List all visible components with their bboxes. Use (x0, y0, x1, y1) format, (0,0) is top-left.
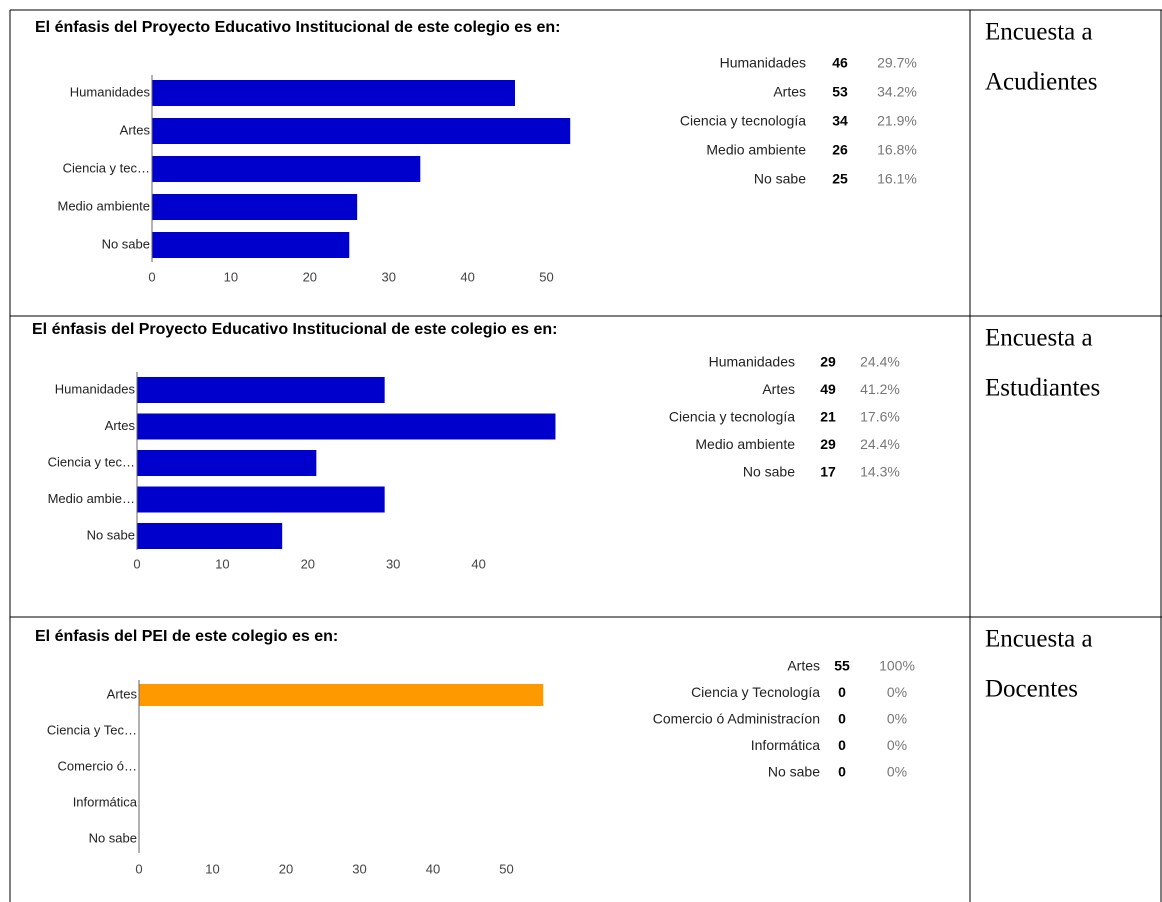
legend-share: 24.4% (860, 354, 900, 370)
legend-share: 0% (887, 711, 907, 727)
bar (152, 118, 571, 144)
legend-count: 49 (820, 381, 836, 397)
y-tick-label: Artes (120, 122, 151, 137)
legend-name: Humanidades (709, 354, 795, 370)
legend-count: 29 (820, 354, 836, 370)
legend-share: 16.8% (877, 142, 917, 158)
legend-count: 0 (838, 737, 846, 753)
y-tick-label: No sabe (87, 527, 135, 542)
x-tick-label: 40 (471, 556, 485, 571)
bar (152, 80, 515, 106)
legend-name: Medio ambiente (695, 436, 795, 452)
legend-count: 25 (832, 171, 848, 187)
row-label: Encuesta a (985, 626, 1093, 653)
bar (137, 523, 283, 549)
legend-share: 0% (887, 764, 907, 780)
y-tick-label: Ciencia y Tec… (47, 722, 137, 737)
row-label: Acudientes (985, 69, 1097, 96)
x-tick-label: 0 (133, 556, 140, 571)
x-tick-label: 30 (381, 269, 395, 284)
legend-count: 21 (820, 409, 836, 425)
bar (137, 486, 385, 513)
legend-share: 16.1% (877, 171, 917, 187)
x-tick-label: 0 (148, 269, 155, 284)
y-tick-label: No sabe (102, 236, 150, 251)
y-tick-label: Ciencia y tec… (63, 160, 150, 175)
legend-name: Ciencia y Tecnología (691, 684, 820, 700)
legend-share: 17.6% (860, 409, 900, 425)
legend-name: Ciencia y tecnología (680, 113, 806, 129)
bar (152, 194, 358, 220)
legend-share: 100% (879, 658, 915, 674)
legend-name: Artes (787, 658, 820, 674)
x-tick-label: 10 (224, 269, 238, 284)
legend-name: Ciencia y tecnología (669, 409, 795, 425)
x-tick-label: 30 (386, 556, 400, 571)
legend-name: Medio ambiente (706, 142, 806, 158)
y-tick-label: Humanidades (70, 84, 151, 99)
bar (152, 156, 421, 182)
legend-name: Informática (751, 737, 820, 753)
legend-share: 21.9% (877, 113, 917, 129)
legend-count: 34 (832, 113, 848, 129)
legend-name: No sabe (754, 171, 806, 187)
x-tick-label: 50 (539, 269, 553, 284)
row-label: Encuesta a (985, 19, 1093, 46)
row-label: Estudiantes (985, 375, 1100, 402)
x-tick-label: 20 (303, 269, 317, 284)
legend-count: 46 (832, 55, 848, 71)
y-tick-label: Medio ambie… (48, 491, 135, 506)
y-tick-label: Artes (107, 686, 138, 701)
row-label: Encuesta a (985, 325, 1093, 352)
x-tick-label: 10 (205, 861, 219, 876)
chart-title: El énfasis del Proyecto Educativo Instit… (32, 321, 557, 338)
y-tick-label: Medio ambiente (58, 198, 151, 213)
legend-count: 53 (832, 84, 848, 100)
bar (137, 413, 556, 440)
bar (137, 377, 385, 403)
x-tick-label: 0 (135, 861, 142, 876)
bar (152, 232, 350, 258)
chart-title: El énfasis del PEI de este colegio es en… (35, 628, 338, 645)
legend-share: 29.7% (877, 55, 917, 71)
legend-count: 17 (820, 464, 836, 480)
legend-name: Comercio ó Administracíon (653, 711, 820, 727)
bar (139, 684, 544, 706)
x-tick-label: 20 (279, 861, 293, 876)
legend-count: 26 (832, 142, 848, 158)
legend-share: 0% (887, 737, 907, 753)
row-label: Docentes (985, 676, 1078, 703)
legend-count: 29 (820, 436, 836, 452)
y-tick-label: No sabe (89, 830, 137, 845)
y-tick-label: Ciencia y tec… (48, 454, 135, 469)
legend-name: Humanidades (720, 55, 806, 71)
legend-share: 34.2% (877, 84, 917, 100)
legend-count: 0 (838, 764, 846, 780)
legend-count: 0 (838, 711, 846, 727)
x-tick-label: 40 (460, 269, 474, 284)
x-tick-label: 50 (499, 861, 513, 876)
legend-name: Artes (762, 381, 795, 397)
legend-count: 55 (834, 658, 850, 674)
legend-share: 24.4% (860, 436, 900, 452)
bar (137, 450, 317, 476)
y-tick-label: Comercio ó… (58, 758, 137, 773)
legend-count: 0 (838, 684, 846, 700)
legend-share: 14.3% (860, 464, 900, 480)
legend-name: No sabe (743, 464, 795, 480)
x-tick-label: 30 (352, 861, 366, 876)
y-tick-label: Informática (73, 794, 138, 809)
chart-title: El énfasis del Proyecto Educativo Instit… (35, 19, 560, 36)
y-tick-label: Artes (105, 418, 136, 433)
x-tick-label: 10 (215, 556, 229, 571)
y-tick-label: Humanidades (55, 381, 136, 396)
x-tick-label: 20 (301, 556, 315, 571)
x-tick-label: 40 (426, 861, 440, 876)
legend-name: Artes (773, 84, 806, 100)
legend-name: No sabe (768, 764, 820, 780)
legend-share: 0% (887, 684, 907, 700)
legend-share: 41.2% (860, 381, 900, 397)
